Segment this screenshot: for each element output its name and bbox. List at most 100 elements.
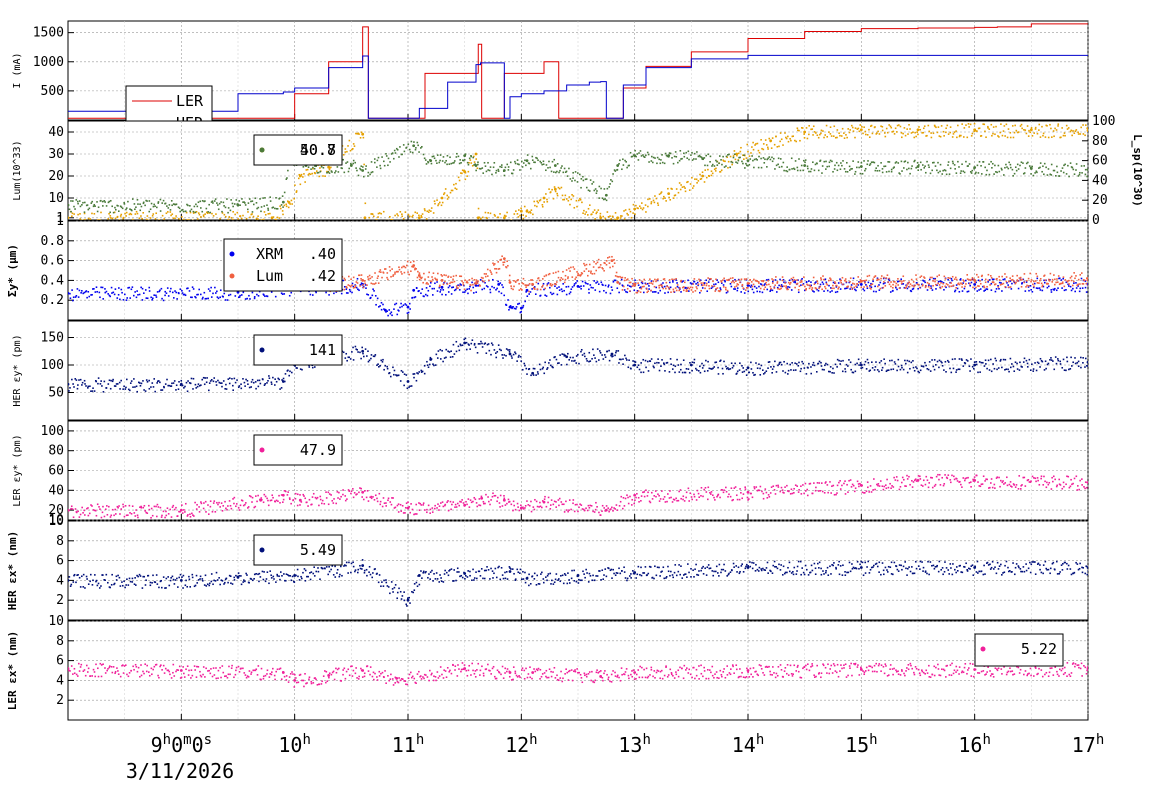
- scatter-dot: [211, 296, 213, 298]
- scatter-dot: [991, 289, 993, 291]
- scatter-dot: [911, 279, 913, 281]
- scatter-dot: [344, 278, 346, 280]
- scatter-dot: [546, 199, 548, 201]
- scatter-dot: [112, 379, 114, 381]
- scatter-dot: [539, 280, 541, 282]
- y2-axis-label: L_sp(10^30): [1131, 134, 1144, 207]
- scatter-dot: [592, 211, 594, 213]
- scatter-dot: [548, 161, 550, 163]
- scatter-dot: [505, 167, 507, 169]
- scatter-dot: [847, 171, 849, 173]
- scatter-dot: [756, 280, 758, 282]
- scatter-dot: [814, 170, 816, 172]
- scatter-dot: [531, 288, 533, 290]
- scatter-dot: [488, 280, 490, 282]
- scatter-dot: [474, 161, 476, 163]
- scatter-dot: [120, 289, 122, 291]
- scatter-dot: [698, 370, 700, 372]
- scatter-dot: [1008, 371, 1010, 373]
- scatter-dot: [737, 371, 739, 373]
- scatter-dot: [75, 508, 77, 510]
- scatter-dot: [335, 170, 337, 172]
- scatter-dot: [106, 387, 108, 389]
- scatter-dot: [827, 290, 829, 292]
- scatter-dot: [962, 279, 964, 281]
- scatter-dot: [867, 160, 869, 162]
- scatter-dot: [711, 165, 713, 167]
- scatter-dot: [164, 291, 166, 293]
- scatter-dot: [470, 162, 472, 164]
- scatter-dot: [308, 366, 310, 368]
- scatter-dot: [954, 278, 956, 280]
- scatter-dot: [286, 206, 288, 208]
- scatter-dot: [452, 286, 454, 288]
- scatter-dot: [1004, 369, 1006, 371]
- scatter-dot: [633, 154, 635, 156]
- y-tick-label: 100: [41, 358, 64, 373]
- scatter-dot: [145, 289, 147, 291]
- scatter-dot: [522, 369, 524, 371]
- scatter-dot: [779, 141, 781, 143]
- scatter-dot: [673, 291, 675, 293]
- scatter-dot: [125, 387, 127, 389]
- scatter-dot: [684, 282, 686, 284]
- scatter-dot: [895, 285, 897, 287]
- scatter-dot: [746, 144, 748, 146]
- scatter-dot: [131, 214, 133, 216]
- scatter-dot: [1056, 363, 1058, 365]
- scatter-dot: [662, 162, 664, 164]
- scatter-dot: [608, 350, 610, 352]
- scatter-dot: [1007, 284, 1009, 286]
- scatter-dot: [856, 363, 858, 365]
- scatter-dot: [1019, 362, 1021, 364]
- scatter-dot: [1063, 172, 1065, 174]
- scatter-dot: [418, 371, 420, 373]
- scatter-dot: [742, 371, 744, 373]
- scatter-dot: [1027, 366, 1029, 368]
- scatter-dot: [781, 166, 783, 168]
- scatter-dot: [884, 285, 886, 287]
- scatter-dot: [891, 360, 893, 362]
- scatter-dot: [705, 155, 707, 157]
- scatter-dot: [774, 361, 776, 363]
- scatter-dot: [939, 284, 941, 286]
- scatter-dot: [524, 160, 526, 162]
- scatter-dot: [214, 200, 216, 202]
- scatter-dot: [1040, 136, 1042, 138]
- scatter-dot: [625, 291, 627, 293]
- scatter-dot: [1072, 169, 1074, 171]
- scatter-dot: [715, 283, 717, 285]
- scatter-dot: [779, 279, 781, 281]
- scatter-dot: [106, 205, 108, 207]
- scatter-dot: [704, 181, 706, 183]
- scatter-dot: [1012, 125, 1014, 127]
- scatter-dot: [434, 200, 436, 202]
- scatter-dot: [462, 282, 464, 284]
- scatter-dot: [135, 515, 137, 517]
- scatter-dot: [450, 356, 452, 358]
- scatter-dot: [676, 156, 678, 158]
- scatter-dot: [713, 366, 715, 368]
- scatter-dot: [572, 286, 574, 288]
- scatter-dot: [367, 276, 369, 278]
- scatter-dot: [385, 268, 387, 270]
- scatter-dot: [390, 313, 392, 315]
- scatter-dot: [824, 286, 826, 288]
- scatter-dot: [604, 354, 606, 356]
- scatter-dot: [217, 204, 219, 206]
- scatter-dot: [871, 361, 873, 363]
- scatter-dot: [234, 214, 236, 216]
- scatter-dot: [554, 186, 556, 188]
- scatter-dot: [837, 359, 839, 361]
- scatter-dot: [466, 288, 468, 290]
- scatter-dot: [609, 360, 611, 362]
- scatter-dot: [86, 290, 88, 292]
- scatter-dot: [902, 133, 904, 135]
- scatter-dot: [698, 279, 700, 281]
- scatter-dot: [874, 126, 876, 128]
- scatter-dot: [150, 297, 152, 299]
- scatter-dot: [694, 178, 696, 180]
- scatter-dot: [523, 363, 525, 365]
- scatter-dot: [452, 279, 454, 281]
- scatter-dot: [500, 282, 502, 284]
